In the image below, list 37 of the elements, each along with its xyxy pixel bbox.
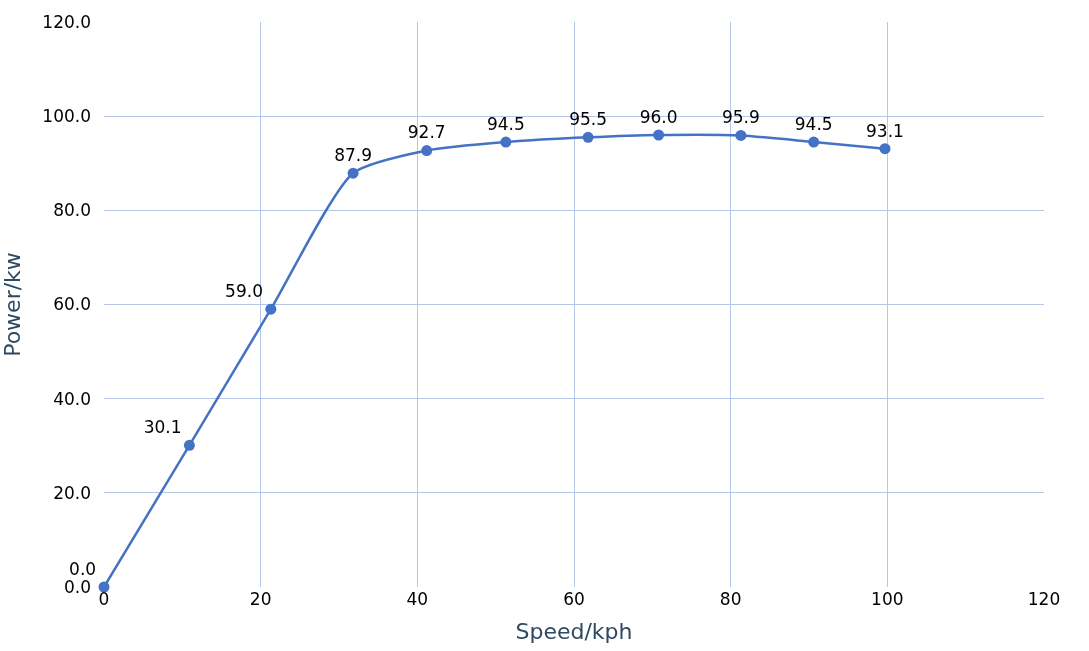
point [421,145,433,157]
y-tick-label: 40.0 [53,388,91,409]
x-tick-label: 40 [406,589,429,609]
x-tick-label: 80 [719,589,742,609]
point [879,143,891,155]
x-tick-label: 120 [1027,589,1061,609]
y-tick-label: 20.0 [53,482,91,503]
x-axis-title: Speed/kph [515,618,633,644]
y-tick-label: 120.0 [42,11,91,32]
data-label: 94.5 [486,113,525,134]
point [500,136,512,148]
y-tick-label: 60.0 [53,294,91,315]
data-label: 95.9 [721,107,760,128]
y-tick-label: 100.0 [42,106,91,127]
x-tick-label: 100 [871,589,904,609]
point [808,136,820,148]
point [735,129,747,141]
point [582,131,594,143]
data-label: 87.9 [334,145,373,166]
y-tick-label: 0.0 [63,576,91,597]
data-label: 93.1 [866,120,904,141]
x-tick-label: 20 [249,589,272,609]
data-label: 94.5 [794,113,833,134]
point [98,581,110,593]
data-label: 30.1 [143,417,182,438]
y-tick-label: 80.0 [53,200,91,221]
data-label: 59.0 [225,281,263,302]
point [265,303,277,315]
x-tick-label: 0 [98,589,110,609]
data-label: 96.0 [639,106,678,127]
point [347,167,359,179]
y-axis-title: Power/kw [0,252,26,357]
data-label: 95.5 [569,109,608,130]
point [653,129,665,141]
point [183,439,195,451]
x-tick-label: 60 [563,589,585,609]
data-label: 92.7 [407,122,446,143]
